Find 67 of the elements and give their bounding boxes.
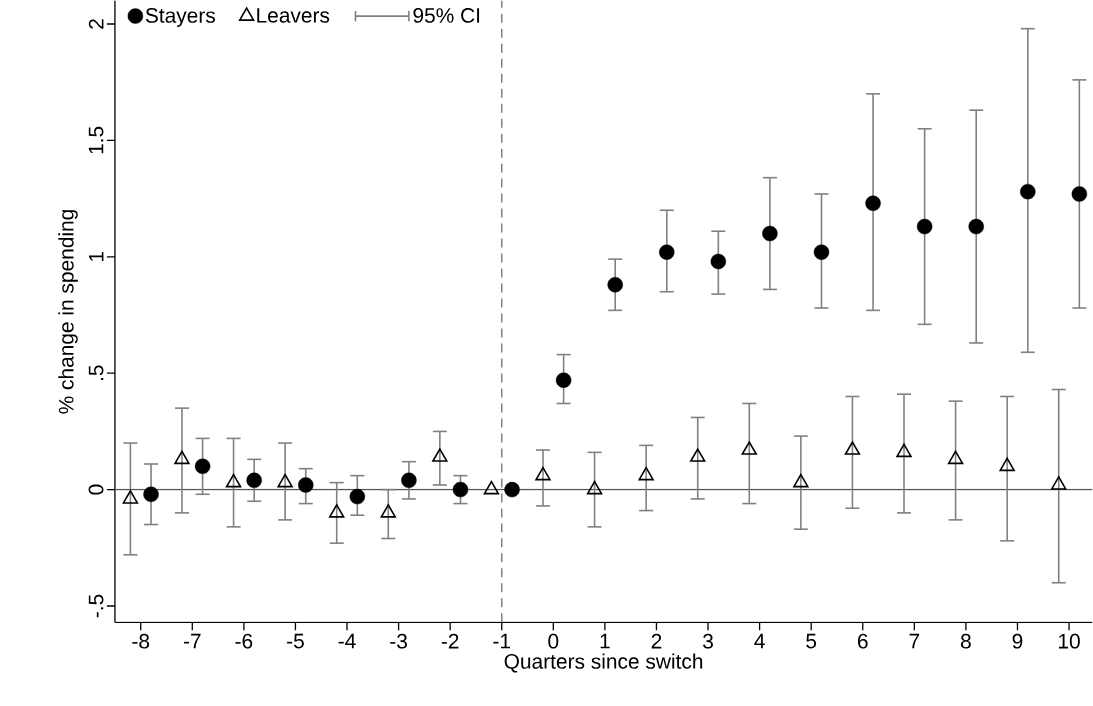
point: [710, 253, 727, 270]
point: [607, 276, 623, 293]
y-tick-label: -.5: [88, 594, 104, 618]
point: [999, 457, 1015, 472]
y-tick-label: 2: [88, 19, 104, 29]
point: [298, 477, 314, 493]
point: [328, 503, 345, 518]
x-tick-label: 4: [754, 633, 765, 649]
point: [793, 473, 809, 488]
x-tick-label: 8: [960, 633, 971, 649]
legend-label: Leavers: [257, 8, 330, 23]
x-tick-label: -2: [441, 633, 459, 649]
point: [1051, 476, 1067, 490]
point: [452, 481, 469, 498]
y-axis-title: % change in spending: [58, 209, 78, 414]
point: [865, 195, 881, 211]
point: [401, 472, 417, 488]
x-tick-label: 6: [858, 633, 868, 649]
x-tick-label: 7: [909, 633, 920, 649]
point: [349, 488, 366, 505]
point: [916, 218, 933, 235]
point: [659, 244, 675, 260]
x-tick-label: 2: [651, 633, 662, 649]
point: [813, 244, 830, 260]
point: [225, 473, 242, 488]
point: [143, 486, 159, 502]
point: [380, 503, 396, 518]
point: [122, 490, 139, 504]
x-axis-title: Quarters since switch: [504, 653, 703, 673]
x-tick-label: 0: [548, 633, 559, 649]
x-tick-label: -6: [235, 633, 253, 649]
legend-label: Stayers: [145, 7, 215, 27]
point: [689, 448, 706, 462]
x-tick-label: -8: [132, 633, 150, 649]
point: [762, 225, 778, 242]
point: [504, 481, 520, 498]
point: [432, 448, 448, 462]
annotation: 95% CI: [413, 7, 480, 23]
x-tick-label: 5: [806, 633, 817, 649]
point: [535, 466, 551, 481]
x-tick-label: 10: [1059, 633, 1080, 649]
y-tick-label: .5: [88, 365, 104, 380]
y-tick-label: 0: [88, 484, 104, 495]
point: [277, 473, 293, 488]
x-tick-label: -3: [390, 633, 407, 649]
x-tick-label: -5: [287, 633, 304, 649]
x-tick-label: -1: [493, 633, 510, 649]
point: [896, 443, 912, 458]
point: [174, 450, 190, 465]
y-tick-label: 1.5: [88, 126, 104, 154]
x-tick-label: 9: [1012, 633, 1023, 649]
point: [483, 480, 500, 495]
point: [194, 458, 211, 474]
point: [947, 450, 964, 465]
x-tick-label: -7: [183, 633, 201, 649]
point: [638, 466, 654, 481]
x-tick-label: 3: [703, 633, 713, 649]
point: [586, 480, 603, 495]
point: [246, 472, 262, 488]
point: [555, 372, 572, 388]
y-tick-label: 1: [89, 251, 104, 261]
x-tick-label: -4: [338, 633, 356, 649]
x-tick-label: 1: [600, 633, 610, 649]
point: [741, 441, 758, 455]
point: [968, 218, 984, 235]
point: [1020, 183, 1036, 200]
point: [844, 441, 861, 455]
